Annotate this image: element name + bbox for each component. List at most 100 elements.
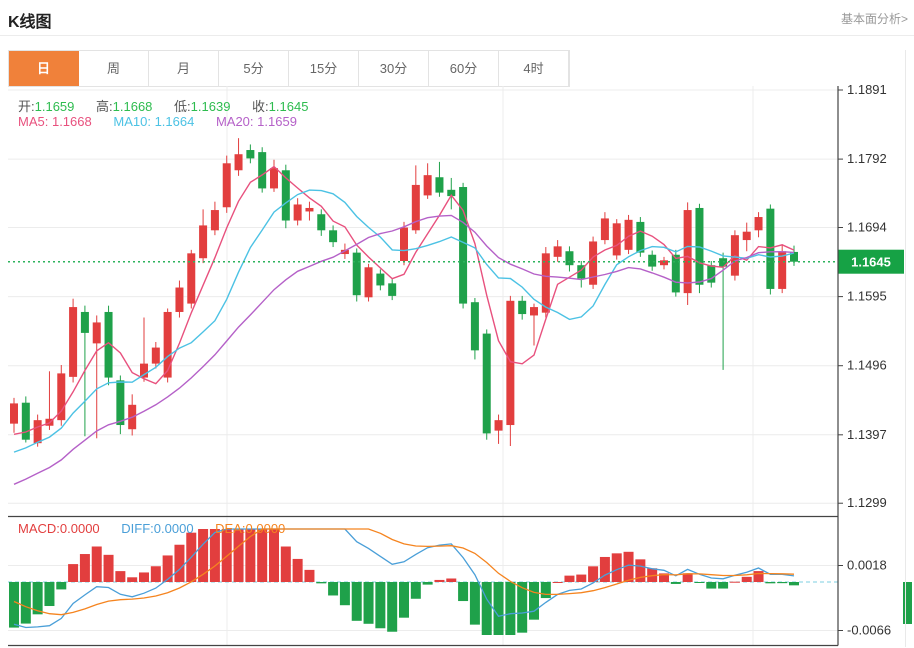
macd-bar (44, 582, 55, 607)
candle (234, 154, 243, 171)
macd-bar (706, 582, 717, 589)
candle (494, 420, 503, 431)
macd-tick-label: 0.0018 (847, 558, 887, 573)
macd-bar (422, 582, 433, 585)
candle (104, 311, 113, 378)
candle (175, 287, 184, 312)
macd-bar (682, 573, 693, 582)
price-tick-label: 1.1694 (847, 220, 887, 235)
candle (612, 223, 621, 256)
macd-bar (174, 544, 185, 582)
macd-bar (529, 582, 539, 620)
candle (33, 420, 42, 444)
candle (530, 307, 538, 316)
tab-60min[interactable]: 60分 (429, 51, 499, 86)
candle (187, 253, 196, 304)
current-price-tag (838, 249, 904, 274)
candle (778, 251, 787, 289)
ma20-line (13, 214, 795, 485)
candle (80, 311, 89, 333)
candle (671, 254, 680, 293)
macd-bar (446, 578, 457, 582)
macd-bar (540, 582, 551, 599)
macd-bar (79, 554, 90, 582)
candle (565, 251, 574, 266)
candle (766, 208, 775, 289)
macd-bar (292, 558, 303, 582)
candle (660, 260, 668, 266)
price-tick-label: 1.1891 (847, 82, 887, 97)
macd-bar (245, 529, 256, 582)
macd-bar (765, 582, 776, 584)
macd-bar (68, 564, 79, 582)
candle (57, 373, 66, 421)
price-tick-label: 1.1397 (847, 427, 887, 442)
candle (482, 333, 491, 434)
macd-bar (469, 582, 480, 625)
macd-bar (9, 582, 19, 628)
macd-bar (434, 579, 445, 582)
macd-bar (339, 582, 350, 606)
candle (21, 402, 30, 440)
tab-week[interactable]: 周 (79, 51, 149, 86)
candle (281, 170, 290, 221)
candle (707, 265, 716, 283)
tab-5min[interactable]: 5分 (219, 51, 289, 86)
macd-bar (741, 576, 752, 582)
dea-line (13, 528, 795, 616)
candle (790, 251, 798, 262)
price-tick-label: 1.1595 (847, 289, 887, 304)
macd-bar (718, 582, 729, 589)
macd-bar (387, 582, 398, 632)
tab-month[interactable]: 月 (149, 51, 219, 86)
price-tick-label: 1.1299 (847, 495, 887, 510)
macd-bar (56, 582, 67, 590)
candle (293, 204, 302, 221)
macd-bar (20, 582, 31, 624)
macd-bar (552, 581, 563, 583)
tab-15min[interactable]: 15分 (289, 51, 359, 86)
tab-4hour[interactable]: 4时 (499, 51, 569, 86)
macd-bar (233, 529, 244, 582)
macd-bar (517, 582, 528, 633)
tab-30min[interactable]: 30分 (359, 51, 429, 86)
macd-bar (493, 582, 504, 635)
candle (553, 246, 562, 257)
macd-bar (753, 571, 764, 582)
macd-bar (481, 582, 492, 635)
candle (754, 217, 763, 231)
candle (151, 347, 160, 364)
candle (270, 168, 278, 189)
macd-bar (670, 582, 681, 584)
candle (10, 403, 18, 424)
macd-bar (269, 529, 279, 582)
macd-tick-label: -0.0066 (847, 623, 891, 638)
candle (258, 152, 267, 189)
candle (577, 265, 586, 279)
macd-bar (611, 553, 622, 582)
macd-bar (399, 582, 409, 618)
macd-bar (623, 551, 634, 582)
macd-bar (599, 556, 610, 582)
macd-bar (576, 574, 587, 582)
fundamental-analysis-link[interactable]: 基本面分析> (840, 12, 908, 26)
price-tick-label: 1.1496 (847, 358, 887, 373)
candle (411, 184, 420, 231)
candle (364, 267, 373, 298)
macd-bar (115, 571, 126, 582)
macd-bar (729, 581, 740, 583)
container-right-border (905, 50, 906, 647)
macd-bar (505, 582, 516, 635)
macd-bar (777, 582, 788, 584)
macd-bar (32, 582, 43, 615)
period-tab-bar: 日 周 月 5分 15分 30分 60分 4时 (8, 50, 570, 87)
macd-bar (150, 566, 161, 582)
ma5-line (13, 165, 795, 435)
current-price-tag-label: 1.1645 (851, 255, 891, 270)
macd-bar (588, 566, 599, 582)
candle (388, 283, 397, 296)
tab-day[interactable]: 日 (9, 51, 79, 86)
macd-bar (162, 555, 173, 582)
candle (317, 214, 326, 231)
